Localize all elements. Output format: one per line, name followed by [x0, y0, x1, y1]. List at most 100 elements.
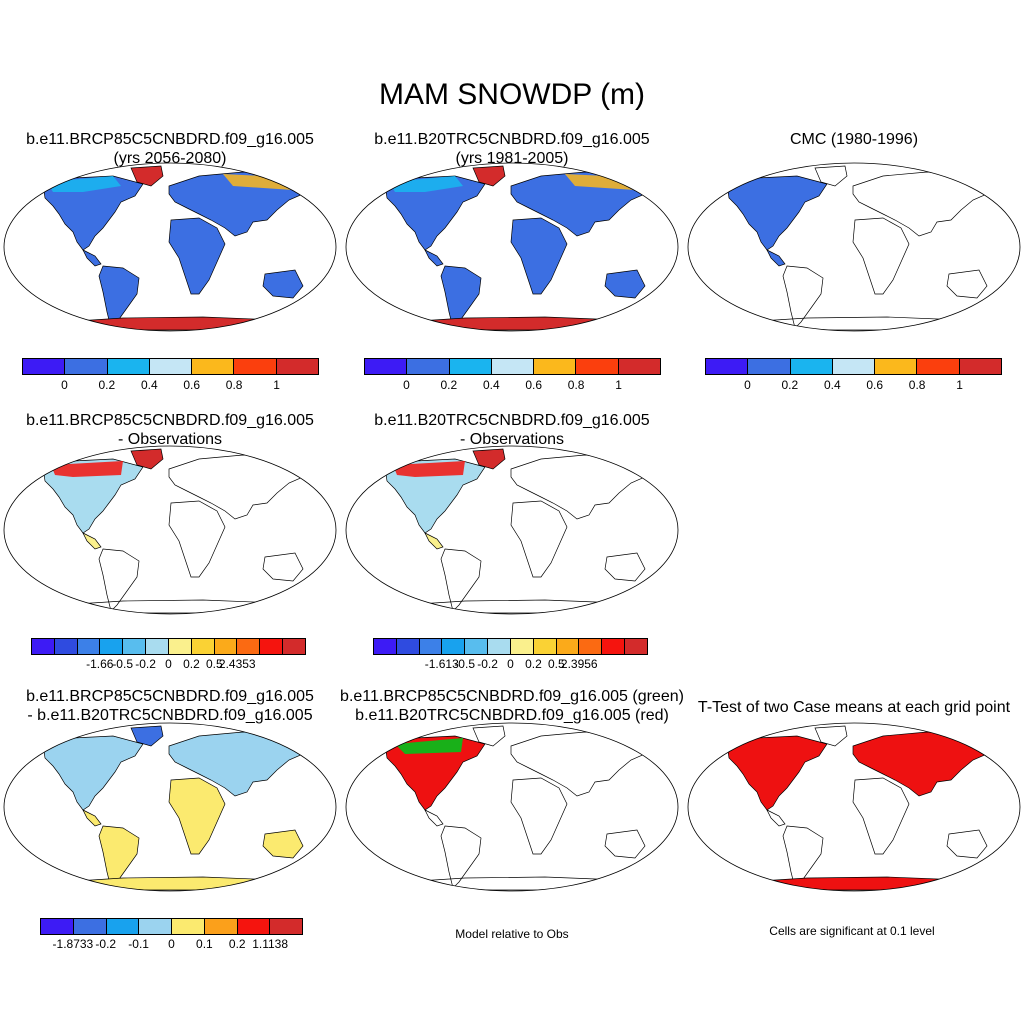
colorbar-tick-label: 0.6 [866, 378, 884, 392]
landmass-greenland [472, 165, 506, 187]
panel-3-title-line2: CMC (1980-1996) [789, 131, 919, 148]
map-panel-5 [345, 445, 679, 615]
landmass-eurasia [168, 454, 316, 520]
landmass-eurasia [510, 454, 658, 520]
landmass-africa [168, 777, 226, 855]
colorbar-tick-label: 2.4353 [218, 657, 256, 671]
landmass-camerica [424, 809, 444, 827]
colorbar-tick-label: 0.4 [823, 378, 841, 392]
colorbar-panel-3 [705, 358, 1002, 375]
landmass-namerica [42, 735, 144, 811]
colorbar-swatch [77, 639, 101, 654]
colorbar-swatch [449, 359, 492, 374]
colorbar-labels-panel-5: -1.613 -0.5 -0.2 0 0.2 0.5 2.3956 [373, 657, 648, 671]
panel-4-title-line1: b.e11.BRCP85C5CNBDRD.f09_g16.005 [26, 412, 314, 429]
colorbar-swatch [23, 359, 66, 374]
colorbar-tick-label: -0.2 [477, 657, 498, 671]
colorbar-tick-label: -0.5 [112, 657, 133, 671]
panel-7-title: b.e11.BRCP85C5CNBDRD.f09_g16.005 (green)… [335, 687, 689, 725]
landmass-africa [168, 217, 226, 295]
map-panel-2 [345, 162, 679, 332]
colorbar-tick-label: 2.3956 [560, 657, 598, 671]
colorbar-tick-label: 0.8 [908, 378, 926, 392]
panel-5-title: b.e11.B20TRC5CNBDRD.f09_g16.005 - Observ… [345, 411, 679, 449]
landmass-antarctica [402, 599, 622, 614]
colorbar-swatch [192, 359, 235, 374]
landmass-camerica [766, 249, 786, 267]
colorbar-swatch [260, 639, 284, 654]
colorbar-swatch [419, 639, 443, 654]
colorbar-tick-label: 0.1 [196, 937, 213, 951]
colorbar-tick-label: 0.2 [440, 378, 458, 392]
panel-2-title-line1: b.e11.B20TRC5CNBDRD.f09_g16.005 [374, 131, 650, 148]
panel-1-title-line2: (yrs 2056-2080) [113, 150, 227, 167]
panel-5-title-line2: - Observations [459, 431, 565, 448]
colorbar-swatch [579, 639, 603, 654]
landmass-antarctica [60, 876, 280, 891]
colorbar-tick-label: 0.6 [183, 378, 201, 392]
colorbar-tick-label: 0.4 [140, 378, 158, 392]
colorbar-swatch [748, 359, 791, 374]
colorbar-swatch [100, 639, 124, 654]
map-panel-7 [345, 722, 679, 892]
colorbar-tick-label: -0.5 [454, 657, 475, 671]
landmass-australia [262, 552, 304, 582]
map-panel-4 [3, 445, 337, 615]
colorbar-swatch [237, 639, 261, 654]
colorbar-tick-label: 1 [956, 378, 963, 392]
colorbar-tick-label: 0 [744, 378, 751, 392]
panel-8-title-line1: T-Test of two Case means at each grid po… [697, 699, 1011, 716]
colorbar-swatch [832, 359, 876, 374]
landmass-africa [168, 500, 226, 578]
colorbar-swatch [374, 639, 397, 654]
landmass-africa [510, 777, 568, 855]
colorbar-swatch [407, 359, 450, 374]
colorbar-swatch [270, 919, 302, 934]
colorbar-swatch [533, 639, 557, 654]
colorbar-swatch [32, 639, 55, 654]
colorbar-swatch [139, 919, 172, 934]
landmass-australia [604, 269, 646, 299]
colorbar-swatch [73, 919, 107, 934]
panel-4-title-line2: - Observations [117, 431, 223, 448]
map-panel-1 [3, 162, 337, 332]
colorbar-swatch [534, 359, 577, 374]
colorbar-swatch [106, 919, 140, 934]
landmass-australia [604, 829, 646, 859]
colorbar-panel-2 [364, 358, 661, 375]
colorbar-labels-panel-1: 0 0.2 0.4 0.6 0.8 1 [22, 378, 319, 392]
colorbar-swatch [875, 359, 918, 374]
colorbar-swatch [465, 639, 489, 654]
note-model-relative: Model relative to Obs [455, 927, 569, 941]
landmass-eurasia [510, 731, 658, 797]
colorbar-tick-label: 0.2 [228, 937, 246, 951]
colorbar-labels-panel-6: -1.8733 -0.2 -0.1 0 0.1 0.2 1.1138 [40, 937, 303, 951]
colorbar-panel-4 [31, 638, 306, 655]
colorbar-labels-panel-2: 0 0.2 0.4 0.6 0.8 1 [364, 378, 661, 392]
landmass-samerica [440, 548, 482, 612]
landmass-namerica [726, 175, 828, 251]
colorbar-swatch [283, 639, 305, 654]
landmass-camerica [424, 249, 444, 267]
landmass-camerica [82, 532, 102, 550]
colorbar-panel-5 [373, 638, 648, 655]
colorbar-swatch [149, 359, 193, 374]
colorbar-tick-label: 0 [403, 378, 410, 392]
landmass-samerica [440, 825, 482, 889]
panel-6-title: b.e11.BRCP85C5CNBDRD.f09_g16.005 - b.e11… [3, 687, 337, 725]
landmass-antarctica [744, 316, 964, 331]
figure-title: MAM SNOWDP (m) [378, 78, 646, 111]
landmass-samerica [98, 548, 140, 612]
colorbar-swatch [146, 639, 169, 654]
landmass-antarctica [402, 876, 622, 891]
landmass-greenland [130, 448, 164, 470]
colorbar-tick-label: -1.613 [424, 657, 459, 671]
colorbar-tick-label: 0.5 [547, 657, 565, 671]
colorbar-panel-1 [22, 358, 319, 375]
landmass-samerica [782, 265, 824, 329]
colorbar-tick-label: 0.6 [525, 378, 543, 392]
colorbar-tick-label: 0.8 [225, 378, 243, 392]
colorbar-swatch [790, 359, 833, 374]
colorbar-swatch [442, 639, 466, 654]
colorbar-tick-label: 0.4 [482, 378, 500, 392]
